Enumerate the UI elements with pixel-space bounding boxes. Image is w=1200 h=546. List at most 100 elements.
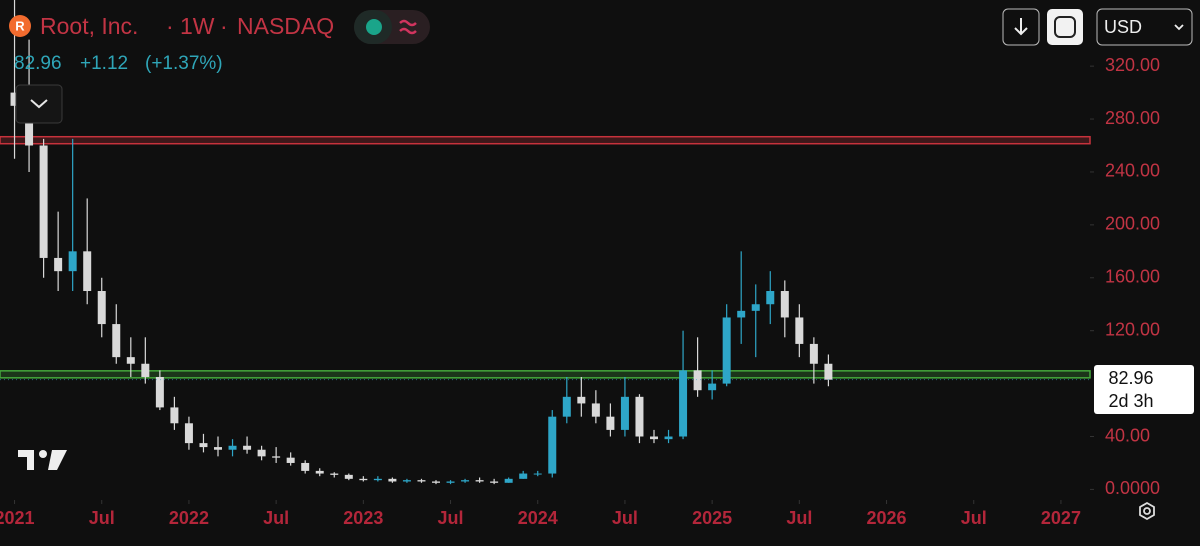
interval[interactable]: 1W bbox=[180, 13, 215, 39]
candle-body bbox=[635, 396, 644, 437]
candle-body bbox=[824, 363, 833, 380]
separator: · bbox=[166, 13, 174, 39]
candle-body bbox=[25, 105, 34, 146]
candle-body bbox=[184, 423, 193, 444]
x-tick-label: 2027 bbox=[1041, 508, 1081, 528]
candle-body bbox=[606, 416, 615, 430]
symbol-icon bbox=[9, 15, 31, 37]
candle-body bbox=[83, 251, 92, 292]
candle-body bbox=[708, 383, 717, 391]
y-tick-label: 280.00 bbox=[1105, 108, 1160, 128]
currency: USD bbox=[1104, 17, 1142, 37]
x-tick-label: Jul bbox=[438, 508, 464, 528]
x-tick-label: 2026 bbox=[867, 508, 907, 528]
candle-body bbox=[141, 363, 150, 377]
candle-body bbox=[679, 370, 688, 437]
y-tick-label: 40.00 bbox=[1105, 425, 1150, 445]
symbol-name[interactable]: Root, Inc. bbox=[40, 13, 138, 39]
candle-body bbox=[39, 145, 48, 258]
candle-body bbox=[243, 445, 252, 450]
candle-body bbox=[577, 396, 586, 404]
candle-body bbox=[10, 92, 19, 106]
candle-body bbox=[490, 481, 499, 483]
candle-body bbox=[388, 478, 397, 482]
candle-body bbox=[199, 443, 208, 448]
candle-body bbox=[54, 257, 63, 272]
candle-body bbox=[432, 481, 440, 483]
price-change-pct: (+1.37%) bbox=[145, 53, 223, 74]
candle-body bbox=[286, 457, 295, 463]
candle-body bbox=[780, 291, 789, 318]
candle-body bbox=[620, 396, 629, 430]
level-band bbox=[0, 135, 1091, 145]
x-tick-label: 2022 bbox=[169, 508, 209, 528]
candle-body bbox=[330, 473, 339, 475]
candle-body bbox=[751, 304, 760, 311]
separator: · bbox=[220, 13, 228, 39]
candle-body bbox=[170, 407, 179, 424]
candle-body bbox=[650, 436, 658, 440]
market-open-dot bbox=[366, 19, 382, 35]
candle-body bbox=[548, 416, 557, 474]
candle-body bbox=[693, 370, 702, 391]
candle-body bbox=[301, 462, 310, 471]
y-tick-label: 320.00 bbox=[1105, 55, 1160, 75]
candle-body bbox=[795, 317, 804, 344]
price-label: 82.96 bbox=[1108, 368, 1153, 388]
candle-body bbox=[228, 445, 237, 450]
candle-body bbox=[257, 449, 266, 457]
candle-body bbox=[737, 310, 746, 318]
candle-body bbox=[446, 481, 455, 483]
y-tick-label: 160.00 bbox=[1105, 267, 1160, 287]
candle-body bbox=[155, 376, 164, 408]
currency-select[interactable] bbox=[1096, 8, 1193, 46]
x-tick-label: Jul bbox=[961, 508, 987, 528]
candle-body bbox=[402, 480, 411, 482]
settings-button[interactable] bbox=[1139, 501, 1155, 521]
candle-body bbox=[97, 291, 106, 325]
dropdown-icon bbox=[1174, 24, 1184, 31]
data-delay-icon bbox=[399, 19, 417, 35]
candle-body bbox=[591, 403, 600, 417]
symbol-icon-letter: R bbox=[15, 18, 25, 33]
candle-body bbox=[373, 478, 382, 481]
y-tick-label: 200.00 bbox=[1105, 214, 1160, 234]
collapse-button[interactable] bbox=[15, 84, 63, 124]
last-price: 82.96 bbox=[14, 53, 62, 74]
x-tick-label: 2023 bbox=[343, 508, 383, 528]
x-tick-label: Jul bbox=[612, 508, 638, 528]
candle-body bbox=[519, 473, 528, 479]
candle-body bbox=[272, 456, 281, 458]
candle-body bbox=[359, 478, 368, 481]
fullscreen-button[interactable] bbox=[1047, 9, 1083, 45]
countdown: 2d 3h bbox=[1108, 391, 1153, 411]
download-icon bbox=[1014, 18, 1028, 36]
x-tick-label: 2025 bbox=[692, 508, 732, 528]
x-tick-label: Jul bbox=[786, 508, 812, 528]
candle-body bbox=[766, 291, 775, 305]
x-tick-label: 2024 bbox=[518, 508, 558, 528]
y-tick-label: 240.00 bbox=[1105, 161, 1160, 181]
candle-body bbox=[475, 480, 484, 482]
candle-body bbox=[533, 473, 542, 475]
exchange: NASDAQ bbox=[237, 13, 334, 39]
x-tick-label: Jul bbox=[89, 508, 115, 528]
fullscreen-icon bbox=[1054, 16, 1076, 38]
x-tick-label: Jul bbox=[263, 508, 289, 528]
candle-body bbox=[809, 343, 818, 364]
plot-area bbox=[0, 0, 1091, 485]
candle-body bbox=[68, 251, 77, 272]
candle-body bbox=[722, 317, 731, 384]
candle-body bbox=[417, 480, 426, 482]
candle-body bbox=[664, 436, 673, 440]
candle-body bbox=[504, 478, 513, 483]
candle-body bbox=[562, 396, 571, 417]
candle-body bbox=[344, 474, 353, 479]
logo bbox=[18, 450, 67, 470]
candle-body bbox=[112, 324, 121, 358]
y-tick-label: 120.00 bbox=[1105, 319, 1160, 339]
y-tick-label: 0.0000 bbox=[1105, 478, 1160, 498]
chevron-icon bbox=[30, 99, 48, 109]
